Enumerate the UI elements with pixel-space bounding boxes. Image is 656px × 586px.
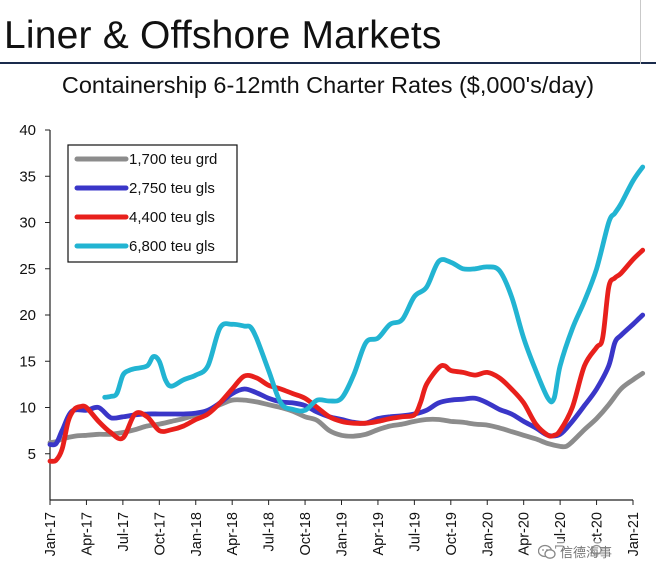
x-tick-label: Oct-19 [444,512,460,556]
x-tick-label: Jul-19 [407,512,423,552]
x-tick-label: Oct-18 [298,512,314,556]
x-tick-label: Apr-19 [371,512,387,556]
y-tick-label: 30 [19,215,36,232]
page-title: Liner & Offshore Markets [4,14,442,57]
legend-label: 4,400 teu gls [129,209,215,226]
y-axis: 5 10 15 20 25 30 35 40 [19,122,50,463]
chart-title: Containership 6-12mth Charter Rates ($,0… [61,72,595,98]
header-edge-line [640,0,641,64]
x-tick-label: Jan-19 [335,512,351,556]
x-tick-label: Apr-20 [517,512,533,556]
legend: 1,700 teu grd 2,750 teu gls 4,400 teu gls 6… [67,144,238,263]
y-tick-label: 40 [19,122,36,139]
series-lines [47,164,646,464]
legend-box [67,144,238,263]
x-tick-label: Jul-17 [116,512,132,552]
x-tick-label: Apr-17 [79,512,95,556]
watermark-text: 信德海事 [560,545,613,560]
y-tick-label: 25 [19,261,36,278]
series-line-2-750-teu-gls [47,312,646,448]
y-tick-label: 10 [19,400,36,417]
legend-label: 2,750 teu gls [129,180,215,197]
header-divider [0,62,656,64]
x-tick-label: Oct-17 [152,512,168,556]
y-tick-label: 15 [19,353,36,370]
wechat-icon [538,544,556,559]
x-tick-label: Jan-17 [43,512,59,556]
x-tick-label: Apr-18 [225,512,241,556]
x-tick-label: Jan-18 [189,512,205,556]
watermark: 信德海事 [535,541,616,562]
series-line-1-700-teu-grd [47,370,646,450]
series-line-6-800-teu-gls [102,164,646,414]
legend-label: 1,700 teu grd [129,151,217,168]
series-line-4-400-teu-gls [47,247,646,464]
legend-label: 6,800 teu gls [129,238,215,255]
y-tick-label: 35 [19,168,36,185]
y-tick-label: 5 [28,446,36,463]
x-tick-label: Jan-20 [480,512,496,556]
y-tick-label: 20 [19,307,36,324]
x-tick-label: Jan-21 [626,512,642,556]
x-axis: Jan-17 Apr-17 Jul-17 Oct-17 Jan-18 Apr-18 Jul-… [43,500,642,556]
x-tick-label: Jul-18 [262,512,278,552]
